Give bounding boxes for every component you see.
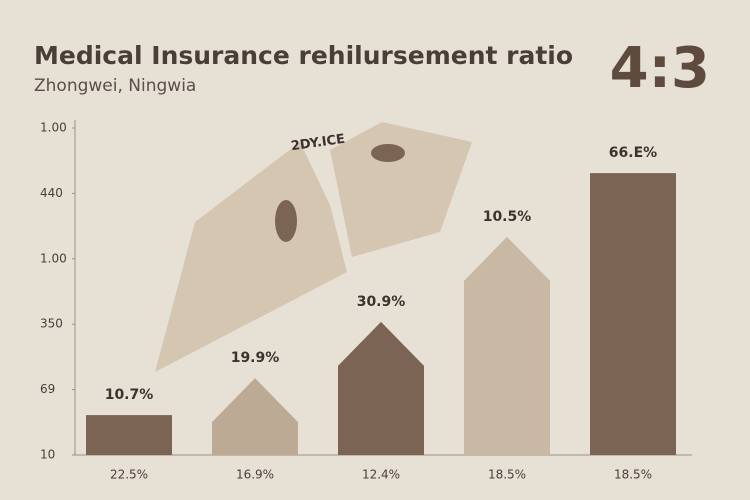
map-marker bbox=[371, 144, 405, 162]
y-tick-label: 69 bbox=[40, 382, 55, 396]
x-tick-label: 18.5% bbox=[614, 468, 652, 482]
x-tick-label: 22.5% bbox=[110, 468, 148, 482]
bar-label: 66.E% bbox=[609, 145, 657, 161]
x-tick-label: 12.4% bbox=[362, 468, 400, 482]
bar-label: 10.7% bbox=[105, 387, 154, 403]
badge: 4:3 bbox=[610, 36, 710, 101]
bar bbox=[86, 415, 172, 455]
map-piece bbox=[155, 142, 347, 372]
bar bbox=[212, 378, 298, 455]
bar-label: 30.9% bbox=[357, 294, 406, 310]
map-marker bbox=[275, 200, 297, 242]
y-tick-label: 1.00 bbox=[40, 251, 67, 265]
y-tick-label: 440 bbox=[40, 186, 63, 200]
map-label: 2DY.ICE bbox=[290, 132, 346, 154]
bar bbox=[338, 321, 424, 455]
bar-label: 19.9% bbox=[231, 350, 280, 366]
bar bbox=[464, 236, 550, 455]
chart-title: Medical Insurance rehilursement ratio bbox=[34, 41, 573, 70]
y-tick-label: 1.00 bbox=[40, 121, 67, 135]
bar bbox=[590, 173, 676, 455]
x-tick-label: 18.5% bbox=[488, 468, 526, 482]
bar-label: 10.5% bbox=[483, 209, 532, 225]
x-tick-label: 16.9% bbox=[236, 468, 274, 482]
chart-subtitle: Zhongwei, Ningwia bbox=[34, 76, 196, 96]
map-piece bbox=[330, 122, 472, 257]
y-tick-label: 10 bbox=[40, 448, 55, 462]
y-tick-label: 350 bbox=[40, 317, 63, 331]
